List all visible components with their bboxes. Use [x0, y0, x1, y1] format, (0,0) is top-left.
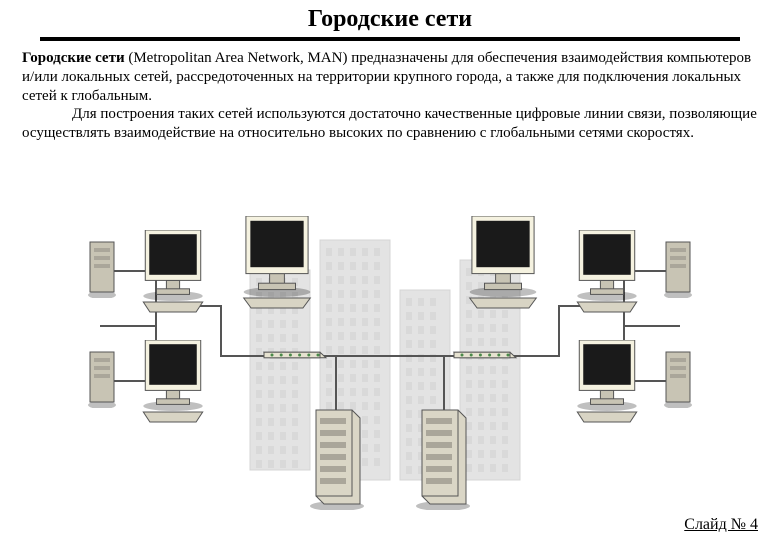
p1-lead: Городские сети: [22, 50, 125, 66]
paragraph-2: Для построения таких сетей используются …: [0, 105, 780, 143]
workstation-monitor: [574, 230, 640, 319]
router-device: [260, 348, 330, 367]
network-link: [220, 305, 222, 355]
network-diagram: [0, 210, 780, 510]
paragraph-1: Городские сети (Metropolitan Area Networ…: [0, 49, 780, 105]
server-device: [310, 400, 364, 515]
workstation-monitor: [574, 340, 640, 429]
p1-rest: (Metropolitan Area Network, MAN) предназ…: [22, 50, 751, 104]
workstation-monitor: [466, 216, 540, 315]
network-link: [623, 325, 680, 327]
slide-number: Слайд № 4: [684, 516, 758, 534]
p2-text: Для построения таких сетей используются …: [22, 106, 757, 141]
title-rule: [40, 37, 740, 41]
server-device: [416, 400, 470, 515]
network-link: [558, 305, 560, 355]
workstation-tower: [664, 350, 692, 413]
network-link: [100, 325, 157, 327]
workstation-monitor: [140, 230, 206, 319]
workstation-monitor: [240, 216, 314, 315]
slide-title: Городские сети: [0, 0, 780, 33]
router-device: [450, 348, 520, 367]
workstation-tower: [88, 240, 116, 303]
workstation-tower: [664, 240, 692, 303]
workstation-tower: [88, 350, 116, 413]
workstation-monitor: [140, 340, 206, 429]
